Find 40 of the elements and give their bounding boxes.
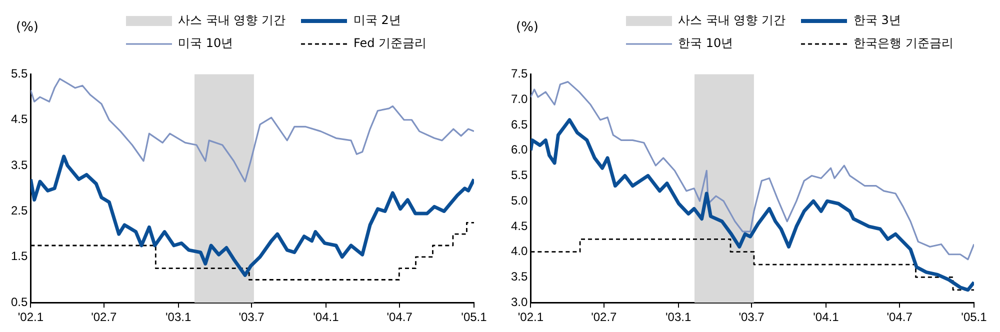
y-tick-label: 4.0 bbox=[510, 244, 528, 258]
legend-label: Fed 기준금리 bbox=[353, 35, 427, 52]
x-tick-label: '03.7 bbox=[738, 310, 765, 324]
y-tick-label: 3.5 bbox=[510, 270, 528, 284]
y-axis-title: (%) bbox=[515, 20, 540, 35]
x-tick-label: '04.1 bbox=[813, 310, 840, 324]
y-tick-label: 3.0 bbox=[510, 294, 528, 309]
y-tick-label: 7.0 bbox=[510, 92, 528, 106]
x-tick-label: '03.1 bbox=[165, 310, 192, 324]
legend-label: 한국 10년 bbox=[678, 35, 734, 52]
x-tick-label: '03.1 bbox=[665, 310, 692, 324]
legend-label: 사스 국내 영향 기간 bbox=[178, 12, 286, 29]
y-tick-label: 6.5 bbox=[510, 117, 528, 132]
legend-label: 한국 3년 bbox=[853, 12, 901, 29]
legend-label: 미국 2년 bbox=[353, 12, 401, 29]
legend-label: 사스 국내 영향 기간 bbox=[678, 12, 786, 29]
y-tick-label: 7.5 bbox=[510, 66, 528, 81]
y-tick-label: 3.5 bbox=[10, 158, 28, 172]
y-tick-label: 6.0 bbox=[510, 142, 528, 157]
x-tick-label: '02.1 bbox=[518, 310, 544, 324]
x-tick-label: '03.7 bbox=[238, 310, 265, 324]
y-tick-label: 4.5 bbox=[510, 218, 528, 233]
x-tick-label: '04.7 bbox=[886, 310, 913, 324]
legend-label: 한국은행 기준금리 bbox=[853, 35, 954, 52]
x-tick-label: '04.1 bbox=[313, 310, 340, 324]
x-tick-label: '04.7 bbox=[386, 310, 413, 324]
y-tick-label: 4.5 bbox=[10, 112, 28, 126]
y-tick-label: 2.5 bbox=[10, 204, 28, 218]
x-tick-label: '02.7 bbox=[91, 310, 118, 324]
x-tick-label: '05.1 bbox=[461, 310, 488, 324]
legend-label: 미국 10년 bbox=[178, 35, 234, 52]
y-tick-label: 0.5 bbox=[10, 294, 28, 309]
x-tick-label: '02.7 bbox=[591, 310, 618, 324]
y-tick-label: 5.5 bbox=[10, 66, 28, 81]
y-tick-label: 5.5 bbox=[510, 168, 528, 182]
y-tick-label: 5.0 bbox=[510, 193, 528, 208]
x-tick-label: '02.1 bbox=[18, 310, 44, 324]
x-tick-label: '05.1 bbox=[961, 310, 988, 324]
y-tick-label: 1.5 bbox=[10, 249, 28, 264]
y-axis-title: (%) bbox=[15, 20, 40, 35]
